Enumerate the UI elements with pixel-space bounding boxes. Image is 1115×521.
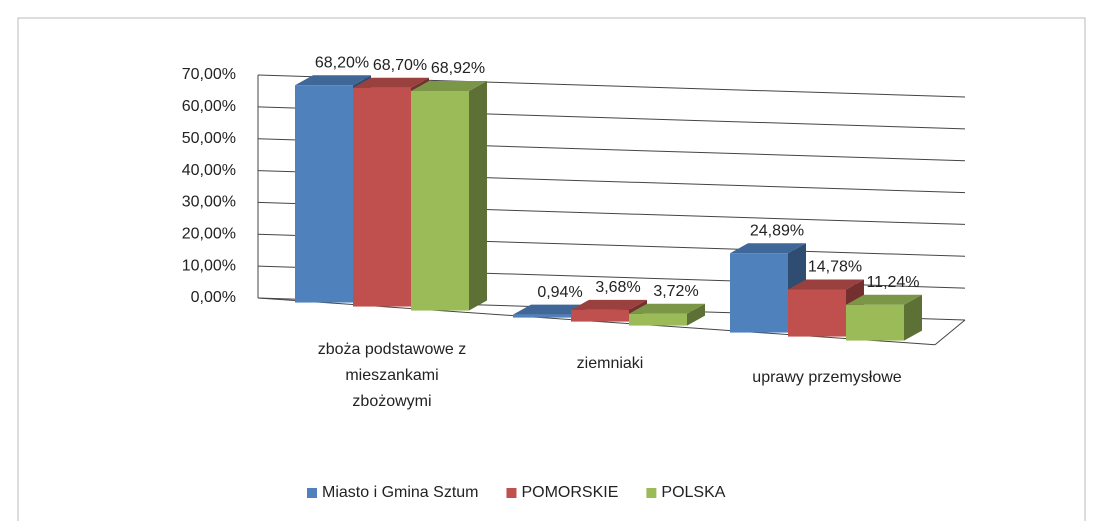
bar-side [687,303,705,326]
bar [629,303,705,326]
bar-top [411,80,487,91]
y-tick-label: 30,00% [182,194,236,211]
value-label: 14,78% [808,259,862,276]
bar-front [353,87,411,307]
bar-front [629,313,687,326]
x-tick-label: ziemniaki [577,355,644,372]
x-tick-line: zboża podstawowe z [318,341,467,358]
legend-label: POMORSKIE [521,484,618,501]
chart-frame [17,17,1086,521]
x-tick-label: uprawy przemysłowe [752,369,901,386]
y-tick-label: 10,00% [182,257,236,274]
x-tick-line: zbożowymi [352,393,431,410]
bar-top [571,299,647,310]
bar-top [513,304,589,315]
bar-side [469,80,487,311]
value-label: 3,68% [595,279,640,296]
bar-front [295,85,353,303]
bar-side [904,294,922,341]
bar-front [788,289,846,337]
bar-top [730,243,806,254]
x-tick-label: zboża podstawowe z mieszankami zbożowymi [318,341,467,410]
x-tick-line: ziemniaki [577,355,644,372]
bar-top [846,294,922,305]
legend-swatch [506,488,517,498]
legend: Miasto i Gmina Sztum POMORSKIE POLSKA [307,484,726,501]
bar [846,294,922,341]
legend-label: Miasto i Gmina Sztum [322,484,478,501]
legend-label: POLSKA [661,484,725,501]
bar-front [513,314,571,318]
bar-top [629,303,705,314]
x-tick-line: uprawy przemysłowe [752,369,901,386]
y-tick-label: 0,00% [191,289,236,306]
value-label: 24,89% [750,222,804,239]
bar-front [411,90,469,311]
y-tick-label: 50,00% [182,130,236,147]
value-label: 68,20% [315,55,369,72]
legend-swatch [646,488,657,498]
bar-front [730,253,788,333]
floor-edge [934,319,966,346]
y-tick-label: 20,00% [182,226,236,243]
y-tick-label: 40,00% [182,162,236,179]
bar [411,80,487,311]
bar-top [788,279,864,290]
x-tick-line: mieszankami [345,367,438,384]
value-label: 11,24% [866,274,919,291]
value-label: 68,92% [431,60,485,77]
bar-front [846,304,904,341]
y-tick-label: 70,00% [182,66,236,83]
value-label: 68,70% [373,57,427,74]
value-label: 0,94% [537,284,582,301]
bar-front [571,309,629,322]
bar-top [353,77,429,88]
y-tick-label: 60,00% [182,98,236,115]
legend-swatch [307,488,317,498]
bar-top [295,75,371,86]
value-label: 3,72% [653,283,698,300]
